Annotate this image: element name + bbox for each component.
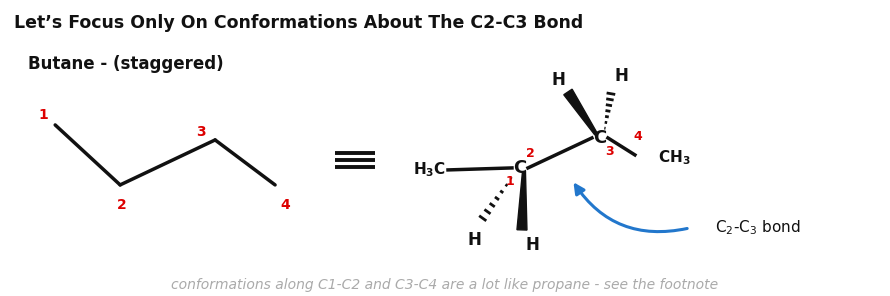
- Text: $\mathbf{H_3C}$: $\mathbf{H_3C}$: [413, 160, 446, 179]
- Text: 1: 1: [38, 108, 48, 122]
- Text: 4: 4: [634, 131, 643, 144]
- Text: 4: 4: [280, 198, 290, 212]
- Text: 2: 2: [117, 198, 127, 212]
- Polygon shape: [517, 172, 527, 230]
- Text: 2: 2: [526, 147, 534, 160]
- Polygon shape: [563, 89, 597, 135]
- Text: 3: 3: [605, 145, 614, 158]
- Text: C$_2$-C$_3$ bond: C$_2$-C$_3$ bond: [715, 218, 800, 237]
- Text: H: H: [551, 71, 565, 89]
- Text: $\mathbf{CH_3}$: $\mathbf{CH_3}$: [658, 149, 691, 167]
- Text: H: H: [525, 236, 539, 254]
- Text: Let’s Focus Only On Conformations About The C2-C3 Bond: Let’s Focus Only On Conformations About …: [14, 14, 584, 32]
- Text: H: H: [467, 231, 481, 249]
- Text: Butane - (staggered): Butane - (staggered): [28, 55, 223, 73]
- Text: C: C: [594, 129, 607, 147]
- Text: 1: 1: [506, 176, 514, 189]
- Text: C: C: [514, 159, 527, 177]
- Text: conformations along C1-C2 and C3-C4 are a lot like propane - see the footnote: conformations along C1-C2 and C3-C4 are …: [172, 278, 718, 292]
- Text: 3: 3: [197, 125, 206, 139]
- Text: H: H: [615, 67, 629, 85]
